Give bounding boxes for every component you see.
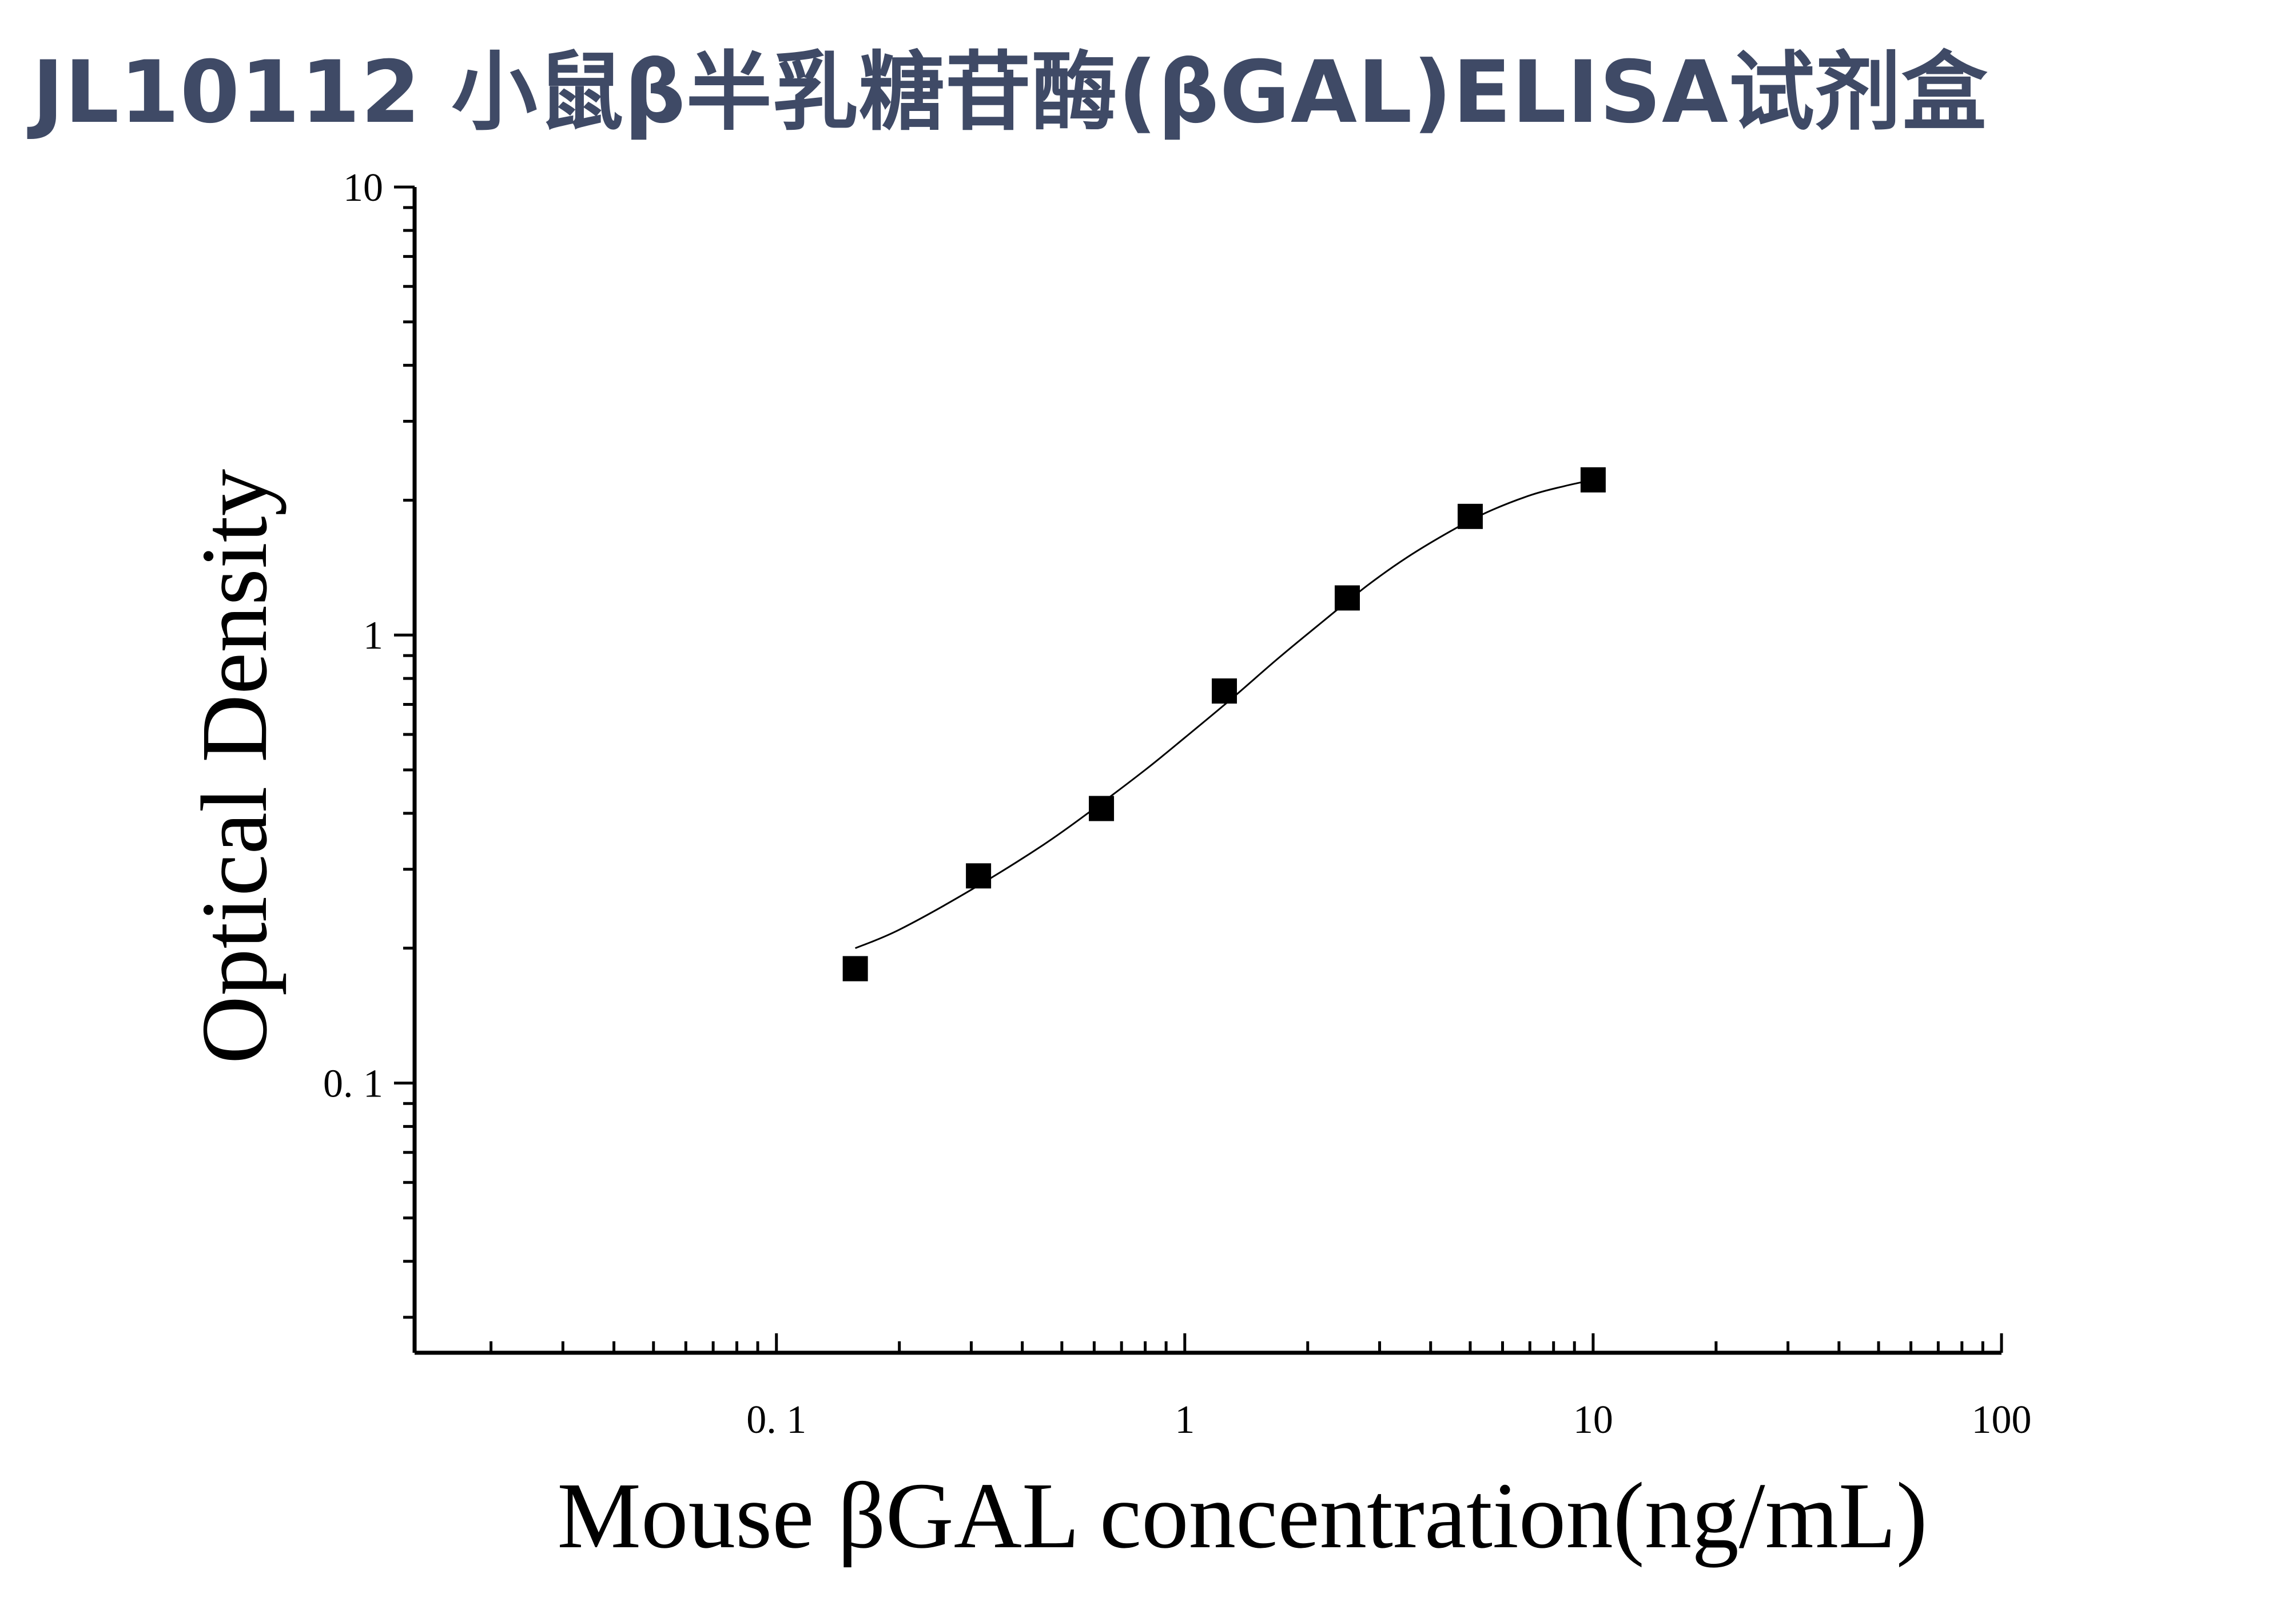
x-axis-ticks: 0. 1 1 10 100 (490, 1333, 2032, 1442)
data-point (842, 956, 868, 982)
x-tick-label: 100 (1972, 1398, 2032, 1442)
x-axis-title: Mouse βGAL concentration(ng/mL) (557, 1463, 1927, 1568)
y-axis-title: Optical Density (182, 469, 286, 1064)
x-tick-label: 0. 1 (746, 1398, 806, 1442)
data-point (1334, 585, 1360, 611)
data-point (1457, 503, 1483, 529)
x-tick-label: 1 (1175, 1398, 1195, 1442)
x-tick-label: 10 (1573, 1398, 1613, 1442)
y-tick-label: 0. 1 (323, 1062, 383, 1106)
y-tick-label: 1 (363, 614, 383, 658)
data-point (1089, 796, 1115, 821)
data-point (1580, 467, 1606, 492)
y-axis-ticks: 0. 1 1 10 (323, 166, 415, 1319)
page-title: JL10112 小鼠β半乳糖苷酶(βGAL)ELISA试剂盒 (32, 43, 1988, 142)
data-point (1212, 678, 1237, 704)
y-tick-label: 10 (343, 166, 383, 210)
axes (412, 187, 2001, 1355)
data-points (842, 467, 1606, 982)
fit-curve (855, 479, 1594, 950)
data-point (966, 863, 992, 889)
